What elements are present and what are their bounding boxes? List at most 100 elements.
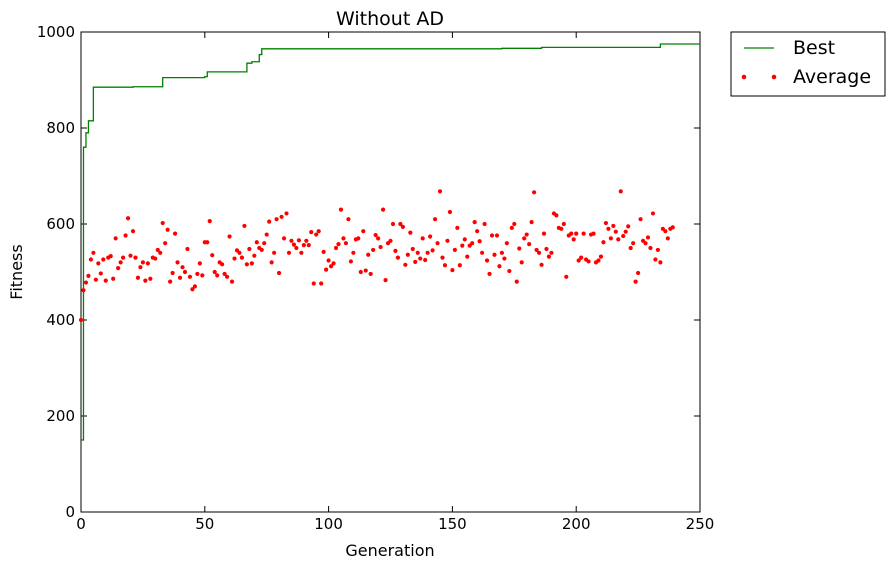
- series-average-point: [123, 233, 128, 238]
- series-average-point: [586, 259, 591, 264]
- series-average-point: [514, 279, 519, 284]
- x-tick-label: 250: [686, 515, 715, 533]
- series-average-point: [633, 279, 638, 284]
- series-average-point: [328, 264, 334, 269]
- series-average-point: [650, 211, 656, 216]
- series-average-point: [120, 255, 126, 260]
- series-average-point: [207, 219, 212, 224]
- series-average-point: [608, 236, 613, 241]
- series-average-point: [670, 225, 675, 230]
- series-average-point: [247, 246, 252, 252]
- x-axis-label: Generation: [345, 541, 434, 560]
- series-average-point: [437, 189, 443, 194]
- series-average-point: [98, 271, 103, 276]
- series-average-point: [220, 262, 225, 267]
- series-average-point: [321, 249, 326, 254]
- series-average-point: [512, 221, 517, 227]
- series-average-point: [187, 274, 193, 279]
- y-tick-label: 0: [65, 503, 75, 521]
- series-average-point: [108, 254, 113, 259]
- series-average-point: [559, 226, 564, 231]
- series-average-point: [91, 250, 96, 255]
- series-average-point: [571, 237, 576, 242]
- legend-average-label: Average: [793, 66, 871, 88]
- series-average-point: [517, 246, 522, 251]
- series-average-point: [363, 268, 368, 273]
- series-average-point: [160, 220, 165, 226]
- series-average-point: [343, 241, 349, 246]
- series-average-point: [190, 287, 195, 292]
- series-average-point: [366, 252, 371, 257]
- series-average-point: [244, 262, 249, 267]
- series-average-point: [373, 232, 378, 238]
- series-average-point: [153, 256, 158, 261]
- series-average-point: [489, 233, 495, 238]
- series-average-point: [301, 243, 306, 248]
- series-average-point: [371, 247, 376, 253]
- series-average-point: [331, 261, 336, 266]
- series-average-point: [472, 219, 477, 225]
- series-average-point: [324, 267, 329, 272]
- series-average-point: [541, 231, 547, 236]
- series-average-point: [125, 216, 131, 221]
- tick-labels: 0 50 100 150 200 250 0 200 400 600 800 1000: [37, 23, 715, 533]
- series-average-point: [442, 263, 448, 268]
- series-average-point: [574, 231, 579, 236]
- series-average-point: [591, 231, 596, 236]
- series-average-point: [210, 253, 215, 258]
- series-average-point: [529, 219, 534, 225]
- series-average-point: [182, 269, 188, 275]
- series-average-point: [388, 238, 393, 243]
- series-average-point: [175, 260, 180, 265]
- series-average-point: [400, 224, 405, 229]
- series-average-point: [482, 221, 487, 227]
- legend: Best Average: [730, 31, 886, 97]
- series-average-point: [299, 250, 304, 255]
- series-average-point: [267, 219, 272, 224]
- series-average-point: [130, 229, 136, 234]
- series-average-point: [430, 248, 435, 253]
- series-average-point: [408, 230, 413, 235]
- series-average-point: [435, 241, 440, 246]
- series-average-point: [135, 275, 141, 280]
- series-average-point: [338, 207, 344, 212]
- series-average-point: [522, 236, 527, 241]
- series-layer: [78, 43, 700, 441]
- series-average-point: [576, 258, 581, 263]
- series-average-point: [546, 254, 552, 259]
- series-average-point: [549, 250, 554, 255]
- series-average-point: [346, 217, 351, 222]
- series-average-point: [628, 245, 633, 251]
- y-tick-label: 400: [46, 311, 75, 329]
- series-average-point: [111, 276, 116, 281]
- series-average-point: [113, 236, 118, 241]
- series-average-point: [311, 281, 316, 286]
- series-average-point: [539, 262, 544, 267]
- series-average-point: [457, 263, 462, 268]
- series-average-point: [494, 233, 500, 238]
- series-average-point: [286, 250, 292, 255]
- series-average-point: [509, 225, 514, 230]
- series-average-point: [534, 247, 539, 253]
- series-average-point: [272, 250, 277, 255]
- series-average-point: [304, 238, 309, 243]
- series-average-point: [133, 255, 138, 260]
- series-average-point: [603, 220, 609, 226]
- series-average-point: [224, 274, 230, 279]
- plot-area: 0 50 100 150 200 250 0 200 400 600 800 1000: [37, 23, 715, 533]
- y-tick-label: 800: [46, 119, 75, 137]
- series-average-point: [420, 236, 425, 241]
- series-average-point: [81, 288, 86, 293]
- series-average-point: [477, 239, 482, 244]
- series-average-point: [116, 266, 121, 271]
- series-average-point: [319, 281, 324, 286]
- series-average-point: [450, 267, 455, 273]
- series-average-point: [383, 278, 388, 283]
- series-average-point: [410, 246, 415, 252]
- series-average-point: [405, 252, 410, 257]
- series-average-point: [611, 223, 616, 229]
- series-average-point: [638, 217, 643, 222]
- series-average-point: [447, 209, 453, 215]
- series-average-point: [519, 260, 524, 265]
